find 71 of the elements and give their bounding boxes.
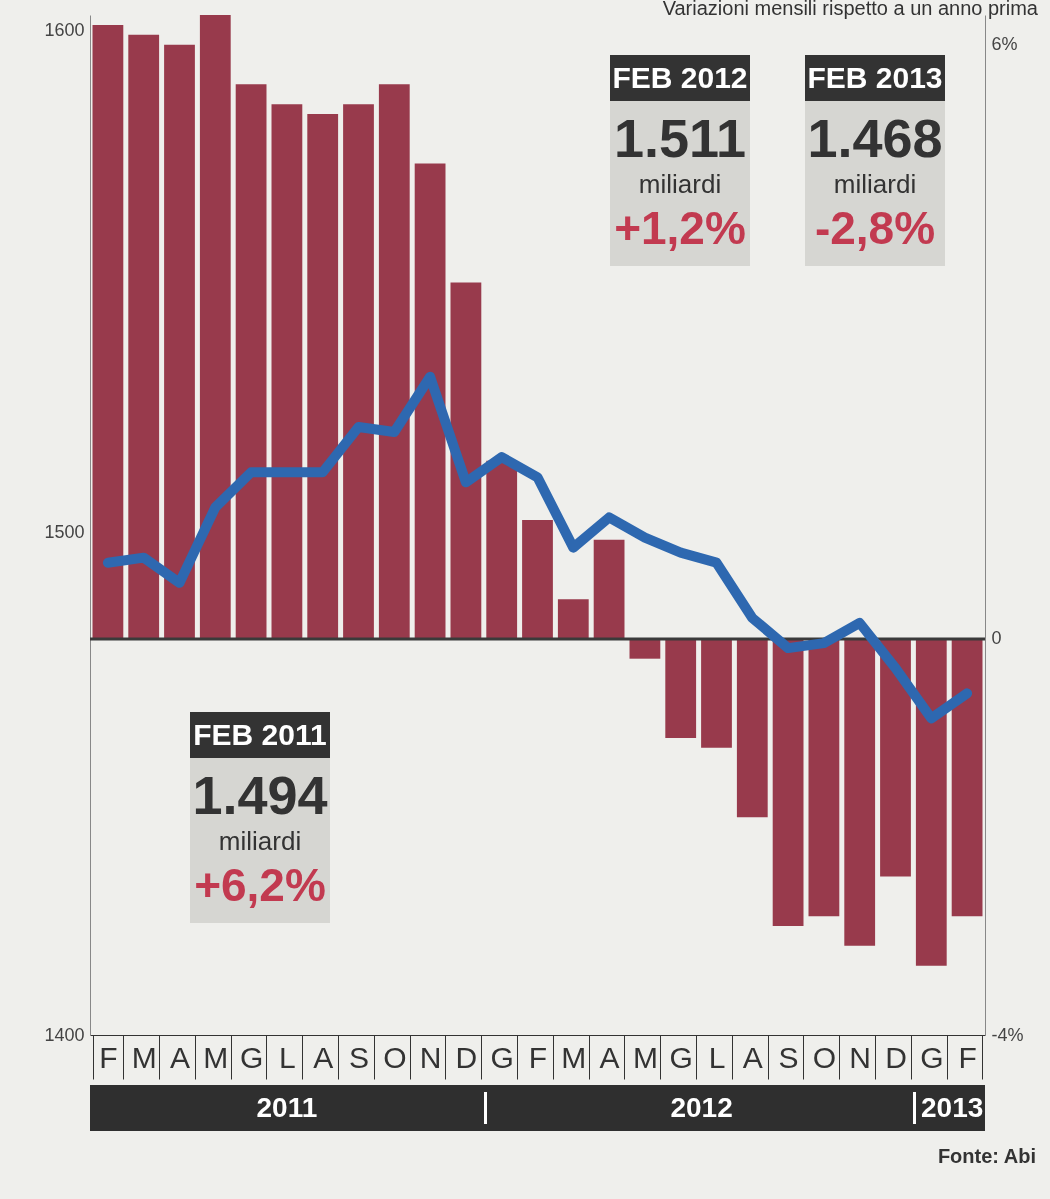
y2-tick-label: 0 (991, 628, 1002, 649)
bar (808, 638, 840, 917)
bar (307, 114, 339, 639)
bar (343, 104, 374, 639)
annotation: -2,8% (813, 201, 937, 256)
x-tick-label: A (742, 1040, 763, 1074)
y2-tick-label: 6% (991, 34, 1018, 55)
annotation: FEB 2012 (610, 55, 750, 101)
bar (378, 84, 410, 639)
bar (736, 638, 768, 818)
bar (271, 104, 303, 639)
x-tick-label: D (455, 1040, 478, 1074)
y2-tick-label: -4% (991, 1024, 1024, 1045)
x-tick-label: S (348, 1040, 370, 1074)
annotation: 1.494 (191, 764, 329, 826)
x-tick-label: O (383, 1040, 407, 1074)
year-strip: 2011 2012 2013 (90, 1085, 985, 1131)
annotation: Variazioni mensili rispetto a un anno prima (662, 0, 1038, 20)
bar (414, 163, 446, 639)
y-tick-label: 1500 (44, 522, 85, 543)
bar (844, 638, 876, 946)
x-tick-label: F (958, 1040, 977, 1074)
bar (522, 520, 553, 639)
bar (235, 84, 267, 639)
x-tick-label: M (203, 1040, 229, 1074)
bar (701, 638, 732, 748)
x-tick-label: L (279, 1040, 296, 1074)
x-tick-label: M (131, 1040, 157, 1074)
bar (772, 638, 804, 927)
annotation: miliardi (832, 169, 918, 200)
annotation: FEB 2011 (190, 712, 330, 758)
bar (164, 44, 195, 639)
bar (199, 15, 231, 639)
x-tick-label: G (920, 1040, 944, 1074)
bar (629, 638, 661, 659)
bar (486, 460, 518, 639)
annotation: +6,2% (193, 858, 327, 913)
x-tick-label: G (490, 1040, 514, 1074)
x-tick-label: G (669, 1040, 693, 1074)
annotation: FEB 2013 (805, 55, 945, 101)
bar (951, 638, 983, 917)
x-tick-label: S (778, 1040, 799, 1074)
x-tick-label: F (528, 1040, 548, 1074)
bar (880, 638, 911, 877)
bar (593, 539, 625, 639)
x-tick-label: M (632, 1040, 658, 1074)
bar (450, 282, 482, 639)
x-tick-label: N (419, 1040, 442, 1074)
x-tick-label: A (313, 1040, 334, 1074)
annotation: miliardi (217, 826, 303, 857)
y-tick-label: 1600 (44, 19, 85, 40)
bar (557, 599, 589, 639)
x-tick-label: N (849, 1040, 872, 1074)
x-tick-label: A (599, 1040, 620, 1074)
source-note: Fonte: Abi (937, 1145, 1036, 1168)
y-tick-label: 1400 (44, 1024, 85, 1045)
x-tick-label: O (812, 1040, 837, 1074)
x-tick-label: F (99, 1040, 118, 1074)
bar (92, 24, 124, 639)
x-tick-label: A (169, 1040, 191, 1074)
bar (665, 638, 697, 738)
x-tick-label: M (561, 1040, 587, 1074)
annotation: 1.511 (612, 107, 748, 169)
annotation: miliardi (637, 169, 723, 200)
x-tick-label: D (885, 1040, 907, 1074)
x-tick-label: G (239, 1040, 264, 1074)
x-tick-label: L (708, 1040, 726, 1074)
annotation: +1,2% (613, 201, 747, 256)
bar (915, 638, 947, 966)
bar (128, 34, 160, 639)
annotation: 1.468 (806, 107, 944, 169)
